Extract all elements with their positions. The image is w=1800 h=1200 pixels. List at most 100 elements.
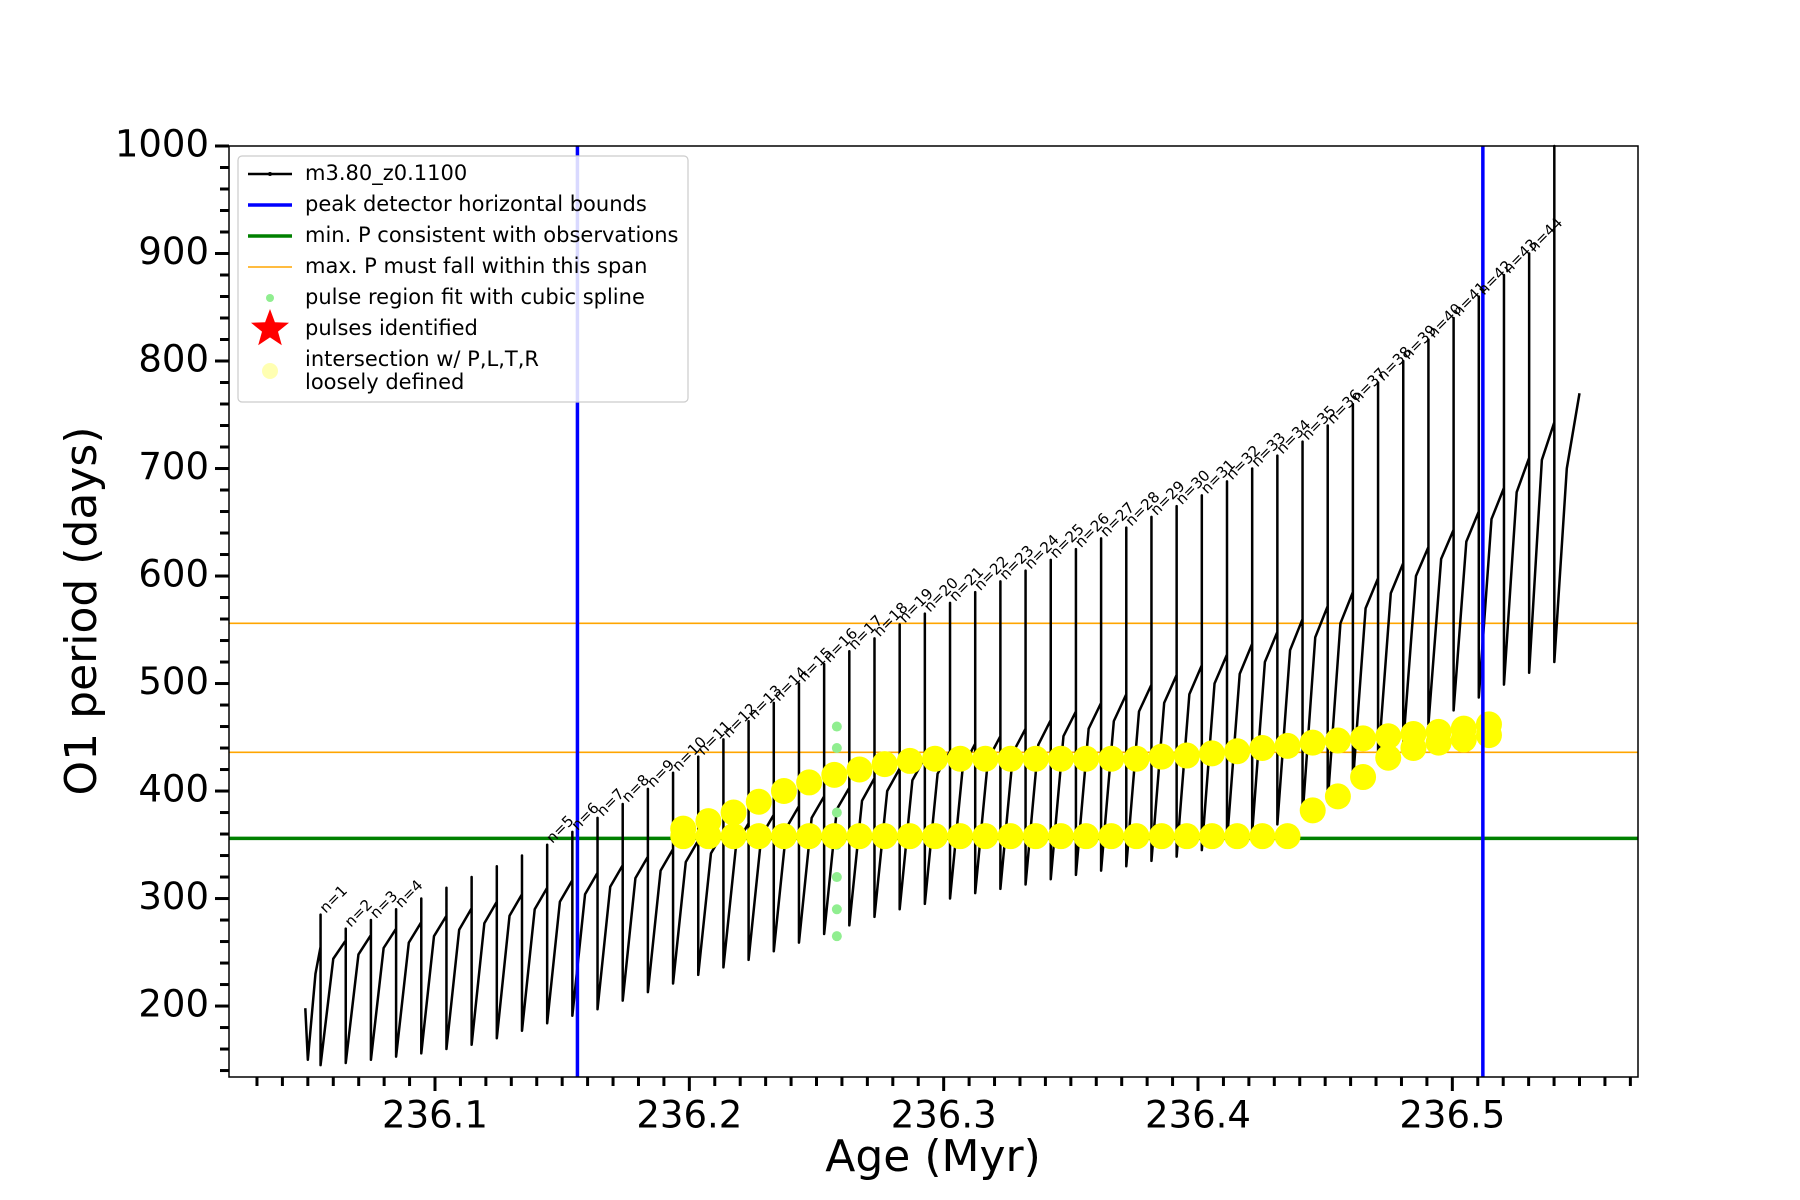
scatter-point bbox=[1249, 823, 1276, 850]
legend-label: max. P must fall within this span bbox=[305, 254, 647, 278]
scatter-point bbox=[1299, 729, 1326, 756]
scatter-point bbox=[1375, 744, 1402, 771]
scatter-point bbox=[1400, 721, 1427, 748]
scatter-point bbox=[1173, 823, 1200, 850]
scatter-point bbox=[997, 823, 1024, 850]
legend-label: m3.80_z0.1100 bbox=[305, 161, 467, 186]
legend-label: pulse region fit with cubic spline bbox=[305, 285, 645, 309]
scatter-point bbox=[796, 769, 823, 796]
scatter-point bbox=[1123, 745, 1150, 772]
scatter-point bbox=[670, 815, 697, 842]
scatter-point bbox=[922, 823, 949, 850]
y-tick-label: 600 bbox=[138, 553, 209, 596]
scatter-point bbox=[997, 745, 1024, 772]
x-tick-label: 236.1 bbox=[382, 1094, 488, 1137]
legend-label: loosely defined bbox=[305, 370, 464, 394]
scatter-point bbox=[1047, 823, 1074, 850]
scatter-point bbox=[947, 745, 974, 772]
scatter-point bbox=[695, 808, 722, 835]
scatter-point bbox=[1022, 745, 1049, 772]
scatter-point bbox=[1148, 743, 1175, 770]
scatter-point bbox=[1073, 823, 1100, 850]
x-tick-label: 236.4 bbox=[1145, 1094, 1251, 1137]
plot-area bbox=[229, 144, 1638, 1077]
legend-label: intersection w/ P,L,T,R bbox=[305, 347, 539, 371]
x-tick-label: 236.5 bbox=[1399, 1094, 1505, 1137]
y-tick-label: 700 bbox=[138, 445, 209, 488]
plot-frame bbox=[228, 145, 1639, 1078]
scatter-point bbox=[1274, 823, 1301, 850]
y-axis-label: O1 period (days) bbox=[56, 427, 107, 796]
legend-marker bbox=[268, 172, 272, 176]
scatter-point bbox=[1224, 738, 1251, 765]
scatter-point bbox=[770, 778, 797, 805]
scatter-point bbox=[1249, 735, 1276, 762]
scatter-point bbox=[831, 931, 842, 942]
scatter-point bbox=[1450, 715, 1477, 742]
scatter-point bbox=[871, 823, 898, 850]
scatter-point bbox=[1375, 723, 1402, 750]
scatter-point bbox=[871, 751, 898, 778]
scatter-point bbox=[1274, 732, 1301, 759]
legend-label: peak detector horizontal bounds bbox=[305, 192, 647, 216]
scatter-point bbox=[720, 799, 747, 826]
scatter-point bbox=[1350, 764, 1377, 791]
x-tick-label: 236.2 bbox=[636, 1094, 742, 1137]
scatter-point bbox=[1073, 745, 1100, 772]
scatter-point bbox=[1098, 823, 1125, 850]
y-tick-label: 400 bbox=[138, 768, 209, 811]
scatter-point bbox=[821, 823, 848, 850]
scatter-point bbox=[1022, 823, 1049, 850]
scatter-point bbox=[1299, 797, 1326, 824]
scatter-point bbox=[796, 823, 823, 850]
scatter-point bbox=[770, 823, 797, 850]
scatter-point bbox=[831, 872, 842, 883]
legend-box bbox=[237, 155, 689, 403]
scatter-point bbox=[745, 788, 772, 815]
scatter-point bbox=[896, 747, 923, 774]
x-axis-label: Age (Myr) bbox=[825, 1131, 1041, 1182]
x-tick-label: 236.3 bbox=[891, 1094, 997, 1137]
scatter-point bbox=[1224, 823, 1251, 850]
scatter-point bbox=[1425, 718, 1452, 745]
scatter-point bbox=[846, 823, 873, 850]
axes: 200 300 400 500 600 700 800 900 1000 236.1 236.2 23… bbox=[115, 123, 1639, 1137]
legend-label: pulses identified bbox=[305, 316, 478, 340]
scatter-point bbox=[831, 721, 842, 732]
scatter-point bbox=[1148, 823, 1175, 850]
scatter-point bbox=[1475, 711, 1502, 738]
y-tick-label: 500 bbox=[138, 660, 209, 703]
scatter-point bbox=[1324, 727, 1351, 754]
scatter-point bbox=[1047, 745, 1074, 772]
y-tick-label: 1000 bbox=[115, 123, 209, 166]
scatter-point bbox=[896, 823, 923, 850]
scatter-point bbox=[720, 823, 747, 850]
legend-marker bbox=[266, 294, 274, 302]
scatter-point bbox=[1350, 725, 1377, 752]
scatter-point bbox=[1198, 823, 1225, 850]
legend-marker bbox=[251, 309, 289, 346]
scatter-point bbox=[1173, 742, 1200, 769]
scatter-point bbox=[846, 756, 873, 783]
scatter-point bbox=[972, 745, 999, 772]
scatter-point bbox=[821, 761, 848, 788]
scatter-point bbox=[1324, 783, 1351, 810]
y-tick-label: 300 bbox=[138, 875, 209, 918]
scatter-point bbox=[745, 823, 772, 850]
legend-marker bbox=[262, 363, 278, 379]
scatter-point bbox=[831, 904, 842, 915]
scatter-point bbox=[947, 823, 974, 850]
y-tick-label: 200 bbox=[138, 983, 209, 1026]
legend-label: min. P consistent with observations bbox=[305, 223, 678, 247]
scatter-point bbox=[1098, 745, 1125, 772]
y-tick-label: 800 bbox=[138, 338, 209, 381]
scatter-point bbox=[972, 823, 999, 850]
scatter-point bbox=[831, 743, 842, 754]
scatter-point bbox=[1198, 740, 1225, 767]
y-tick-label: 900 bbox=[138, 230, 209, 273]
scatter-point bbox=[922, 745, 949, 772]
scatter-point bbox=[1123, 823, 1150, 850]
